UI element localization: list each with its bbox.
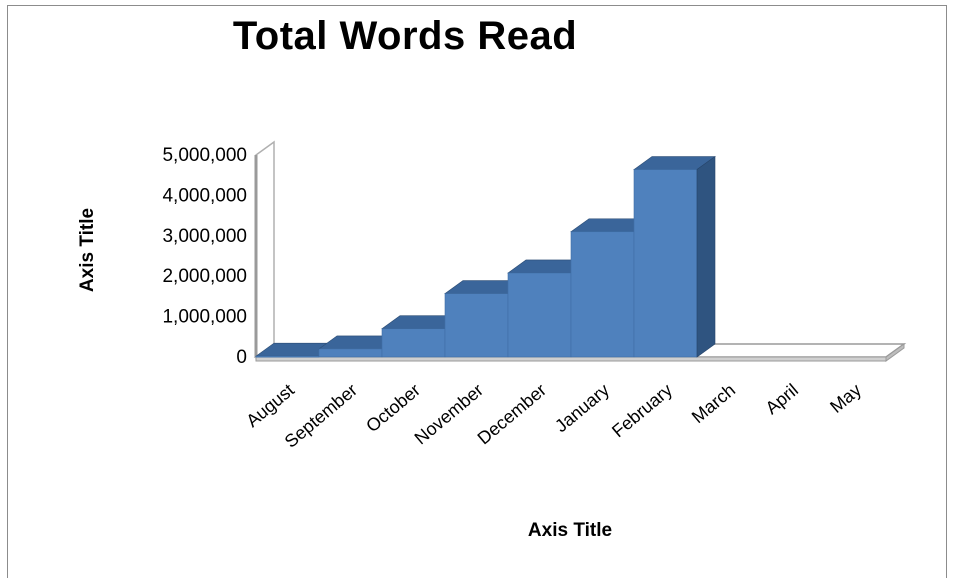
y-tick-label: 2,000,000 <box>162 266 247 287</box>
x-tick-label: November <box>411 380 487 449</box>
bar-front <box>507 272 572 358</box>
bar <box>381 315 464 358</box>
y-tick-label: 3,000,000 <box>162 226 247 247</box>
bar <box>633 155 716 358</box>
x-tick-label: August <box>242 380 298 431</box>
bar-front <box>444 293 509 358</box>
chart-bars <box>255 155 716 358</box>
x-tick-label: May <box>826 380 865 417</box>
y-tick-label: 1,000,000 <box>162 307 247 328</box>
floor-side <box>885 343 905 362</box>
x-tick-label: December <box>474 380 550 449</box>
x-tick-label: October <box>362 380 424 436</box>
bar-front <box>318 348 383 358</box>
bar-front <box>570 231 635 358</box>
chart-wall <box>254 140 275 359</box>
x-axis-title: Axis Title <box>528 520 612 541</box>
bar <box>570 218 653 358</box>
y-axis-title: Axis Title <box>77 208 98 292</box>
y-axis-ticks: 0 1,000,000 2,000,000 3,000,000 4,000,000 5,0… <box>162 145 247 368</box>
bar <box>507 259 590 358</box>
bar <box>444 280 527 358</box>
bar-side <box>696 155 716 358</box>
y-tick-label: 5,000,000 <box>162 145 247 166</box>
x-tick-label: February <box>608 380 676 442</box>
y-tick-label: 0 <box>236 347 247 368</box>
x-tick-label: April <box>762 380 802 418</box>
x-tick-label: March <box>688 380 739 427</box>
bar-front <box>381 328 446 358</box>
x-tick-label: January <box>551 380 613 436</box>
wall-plane <box>255 140 275 359</box>
bar-front <box>255 355 320 358</box>
floor-edge <box>255 356 887 362</box>
y-tick-label: 4,000,000 <box>162 185 247 206</box>
bar-front <box>633 169 698 358</box>
chart-title: Total Words Read <box>232 14 578 58</box>
